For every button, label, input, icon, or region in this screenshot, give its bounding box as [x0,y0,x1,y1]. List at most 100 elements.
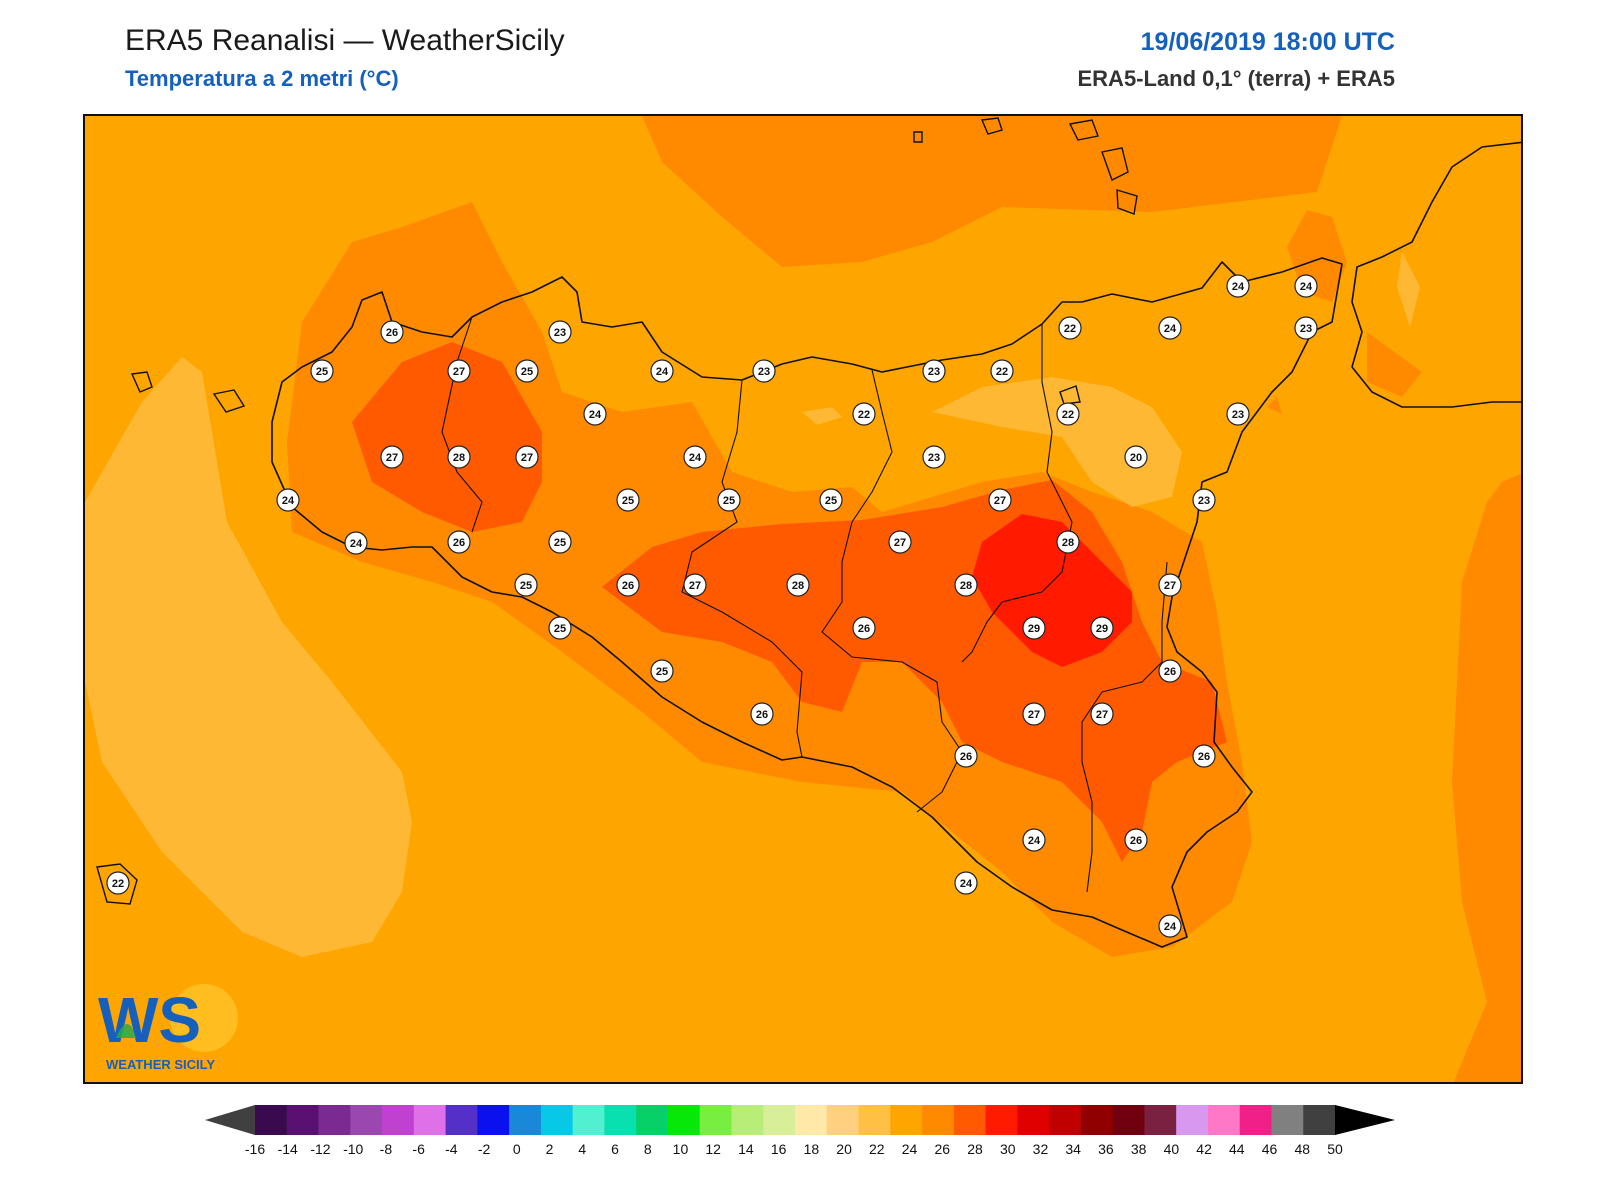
station-dot [1090,616,1114,640]
station-marker[interactable]: 24 [1158,316,1182,340]
station-markers: 26 23 25 27 25 24 23 24 27 28 27 24 24 26 25 24 25 25 25 26… [106,274,1318,938]
station-marker[interactable]: 26 [852,616,876,640]
station-dot [1058,316,1082,340]
station-marker[interactable]: 24 [583,402,607,426]
legend-swatch [858,1105,891,1135]
station-marker[interactable]: 26 [750,702,774,726]
station-marker[interactable]: 24 [1158,914,1182,938]
station-temperature: 25 [825,495,837,507]
station-marker[interactable]: 26 [954,744,978,768]
legend-swatch [477,1105,510,1135]
station-marker[interactable]: 24 [344,531,368,555]
station-dot [310,359,334,383]
station-temperature: 23 [1232,409,1244,421]
station-marker[interactable]: 24 [1294,274,1318,298]
station-marker[interactable]: 24 [1022,828,1046,852]
station-marker[interactable]: 29 [1090,616,1114,640]
station-marker[interactable]: 25 [819,488,843,512]
station-marker[interactable]: 26 [1124,828,1148,852]
station-marker[interactable]: 26 [380,320,404,344]
station-dot [717,488,741,512]
legend-tick-label: 22 [869,1141,885,1157]
station-dot [650,659,674,683]
station-marker[interactable]: 27 [515,445,539,469]
station-marker[interactable]: 25 [310,359,334,383]
station-temperature: 24 [689,452,702,464]
station-marker[interactable]: 23 [922,445,946,469]
station-marker[interactable]: 25 [548,616,572,640]
station-marker[interactable]: 27 [380,445,404,469]
station-marker[interactable]: 23 [1192,488,1216,512]
station-temperature: 27 [994,495,1006,507]
legend-swatch [445,1105,478,1135]
station-marker[interactable]: 25 [650,659,674,683]
station-marker[interactable]: 29 [1022,616,1046,640]
station-marker[interactable]: 23 [752,359,776,383]
station-marker[interactable]: 24 [276,488,300,512]
station-marker[interactable]: 28 [1056,530,1080,554]
station-temperature: 27 [1028,709,1040,721]
station-dot [819,488,843,512]
station-marker[interactable]: 27 [1158,573,1182,597]
station-marker[interactable]: 27 [447,359,471,383]
station-temperature: 27 [386,452,398,464]
station-marker[interactable]: 26 [1158,659,1182,683]
station-marker[interactable]: 22 [852,402,876,426]
legend-tick-label: 30 [1000,1141,1016,1157]
station-marker[interactable]: 23 [548,320,572,344]
legend-swatch [509,1105,542,1135]
station-temperature: 25 [521,366,533,378]
station-marker[interactable]: 26 [447,530,471,554]
station-marker[interactable]: 22 [1058,316,1082,340]
legend-swatch [1176,1105,1209,1135]
station-marker[interactable]: 26 [616,573,640,597]
station-marker[interactable]: 25 [515,359,539,383]
station-marker[interactable]: 23 [922,359,946,383]
station-dot [852,402,876,426]
station-marker[interactable]: 25 [514,573,538,597]
station-marker[interactable]: 20 [1124,445,1148,469]
station-temperature: 26 [622,580,634,592]
legend-tick-label: 4 [578,1141,586,1157]
station-temperature: 22 [1062,409,1074,421]
station-dot [515,359,539,383]
legend-tick-label: 2 [546,1141,554,1157]
station-marker[interactable]: 27 [683,573,707,597]
station-marker[interactable]: 24 [683,445,707,469]
station-marker[interactable]: 27 [888,530,912,554]
station-marker[interactable]: 24 [954,871,978,895]
station-marker[interactable]: 28 [447,445,471,469]
station-dot [1158,316,1182,340]
legend-tick-label: -10 [343,1141,363,1157]
legend-tick-label: -4 [445,1141,458,1157]
station-marker[interactable]: 27 [988,488,1012,512]
legend-tick-label: 16 [771,1141,787,1157]
station-marker[interactable]: 28 [954,573,978,597]
station-marker[interactable]: 28 [786,573,810,597]
station-marker[interactable]: 22 [106,871,130,895]
station-marker[interactable]: 25 [548,530,572,554]
legend-tick-label: 48 [1294,1141,1310,1157]
field-east-edge-24 [1452,473,1521,1082]
station-marker[interactable]: 24 [1226,274,1250,298]
station-marker[interactable]: 23 [1294,316,1318,340]
station-marker[interactable]: 27 [1090,702,1114,726]
station-temperature: 25 [316,366,328,378]
station-marker[interactable]: 27 [1022,702,1046,726]
station-marker[interactable]: 26 [1192,744,1216,768]
legend-swatch [382,1105,415,1135]
calabria-coastline [1351,141,1521,408]
temperature-map[interactable]: 26 23 25 27 25 24 23 24 27 28 27 24 24 26 25 24 25 25 25 26… [83,114,1523,1084]
station-marker[interactable]: 22 [990,359,1014,383]
legend-tick-label: 36 [1098,1141,1114,1157]
legend-tick-label: 34 [1065,1141,1081,1157]
station-marker[interactable]: 25 [717,488,741,512]
station-marker[interactable]: 24 [650,359,674,383]
station-temperature: 22 [858,409,870,421]
station-marker[interactable]: 22 [1056,402,1080,426]
station-marker[interactable]: 25 [616,488,640,512]
legend-tick-label: -16 [245,1141,265,1157]
station-dot [1158,573,1182,597]
station-marker[interactable]: 23 [1226,402,1250,426]
station-temperature: 22 [112,878,124,890]
